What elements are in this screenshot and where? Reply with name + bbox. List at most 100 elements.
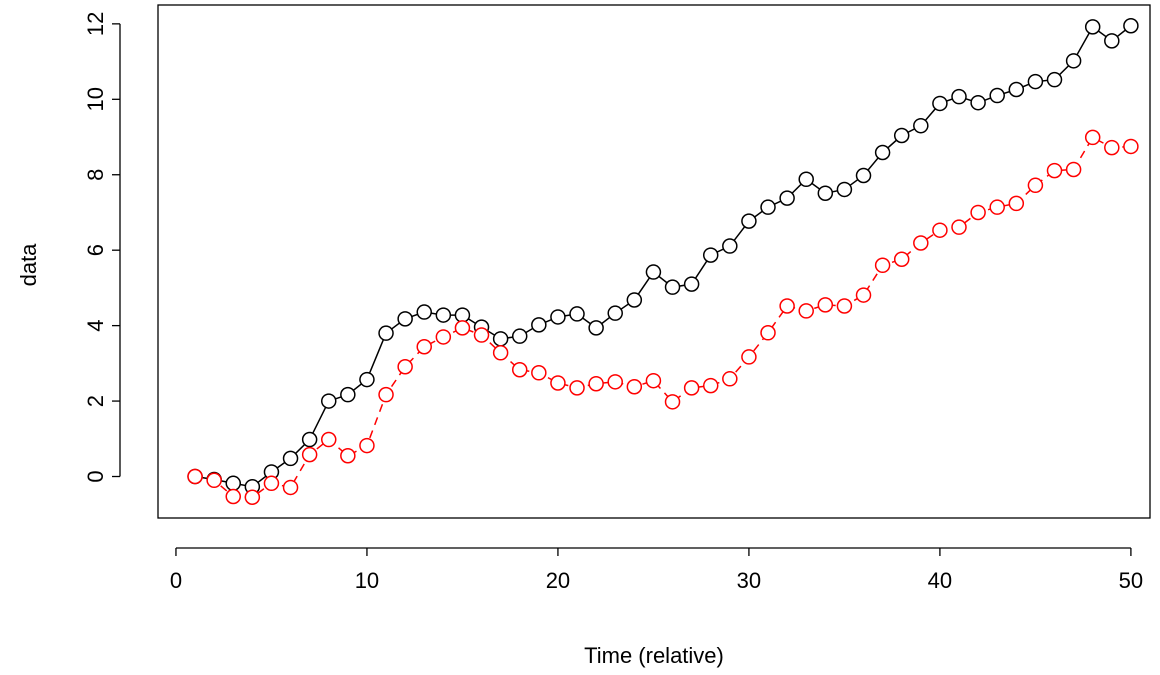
- point: [817, 297, 834, 313]
- point: [989, 87, 1005, 104]
- y-tick-label: 4: [83, 320, 108, 332]
- point: [664, 394, 681, 410]
- point: [702, 377, 719, 394]
- point: [282, 479, 299, 496]
- point: [874, 144, 891, 161]
- point: [932, 222, 948, 238]
- point: [378, 325, 394, 341]
- point: [511, 362, 528, 378]
- point: [1027, 73, 1044, 90]
- point: [282, 450, 299, 467]
- point: [798, 303, 814, 319]
- point: [607, 374, 623, 390]
- point: [416, 304, 432, 320]
- point: [320, 393, 337, 409]
- point: [1104, 139, 1120, 156]
- x-tick-label: 10: [355, 568, 379, 593]
- x-tick-label: 50: [1119, 568, 1143, 593]
- point: [1104, 33, 1120, 49]
- point: [206, 472, 222, 489]
- point: [951, 219, 967, 235]
- point: [932, 95, 948, 112]
- y-tick-label: 12: [83, 12, 108, 36]
- point: [893, 251, 910, 267]
- x-tick-label: 20: [546, 568, 570, 593]
- plot-box: [157, 4, 1151, 519]
- point: [741, 213, 757, 229]
- point: [970, 204, 986, 221]
- point: [817, 185, 834, 201]
- point: [569, 380, 585, 396]
- point: [836, 181, 853, 198]
- point: [702, 247, 719, 263]
- point: [1084, 19, 1101, 35]
- point: [913, 117, 929, 134]
- point: [359, 437, 375, 454]
- point: [588, 375, 604, 392]
- point: [645, 372, 662, 389]
- point: [397, 311, 413, 327]
- point: [550, 309, 566, 325]
- point: [760, 199, 776, 215]
- point: [607, 305, 623, 321]
- point: [588, 320, 604, 336]
- y-tick-label: 8: [83, 169, 108, 181]
- point: [301, 431, 318, 448]
- point: [626, 378, 643, 395]
- point: [1046, 71, 1063, 88]
- point: [760, 325, 776, 341]
- point: [1008, 81, 1025, 98]
- point: [492, 331, 509, 347]
- x-tick-label: 30: [737, 568, 761, 593]
- point: [416, 338, 432, 355]
- point: [1123, 17, 1139, 34]
- point: [913, 235, 929, 251]
- point: [187, 468, 203, 485]
- point: [741, 349, 757, 365]
- point: [531, 317, 547, 333]
- point: [779, 190, 795, 206]
- point: [664, 279, 681, 295]
- point: [454, 320, 471, 336]
- point: [989, 199, 1005, 215]
- point: [225, 488, 241, 505]
- point: [626, 292, 643, 308]
- point: [970, 94, 986, 111]
- point: [1046, 162, 1063, 179]
- point: [492, 345, 509, 361]
- y-tick-label: 6: [83, 244, 108, 256]
- point: [1084, 129, 1101, 146]
- point: [435, 329, 452, 345]
- point: [855, 287, 872, 303]
- point: [951, 88, 967, 105]
- x-axis-label: Time (relative): [584, 643, 724, 668]
- point: [836, 298, 853, 314]
- point: [722, 371, 738, 387]
- y-tick-label: 10: [83, 87, 108, 111]
- point: [454, 307, 471, 323]
- y-axis-label: data: [16, 243, 41, 287]
- point: [550, 375, 566, 391]
- point: [779, 298, 795, 314]
- point: [683, 276, 700, 292]
- point: [893, 127, 910, 144]
- point: [531, 365, 547, 381]
- point: [397, 358, 413, 375]
- point: [645, 264, 662, 280]
- point: [1065, 53, 1082, 69]
- point: [1008, 195, 1025, 212]
- point: [511, 328, 528, 344]
- x-tick-label: 40: [928, 568, 952, 593]
- point: [1123, 138, 1139, 155]
- point: [1027, 177, 1044, 194]
- point: [569, 306, 585, 322]
- point: [225, 475, 241, 492]
- point: [263, 475, 280, 492]
- point: [798, 171, 814, 188]
- point: [340, 386, 356, 403]
- point: [435, 307, 452, 323]
- y-tick-label: 0: [83, 470, 108, 482]
- y-tick-label: 2: [83, 395, 108, 407]
- point: [359, 371, 375, 388]
